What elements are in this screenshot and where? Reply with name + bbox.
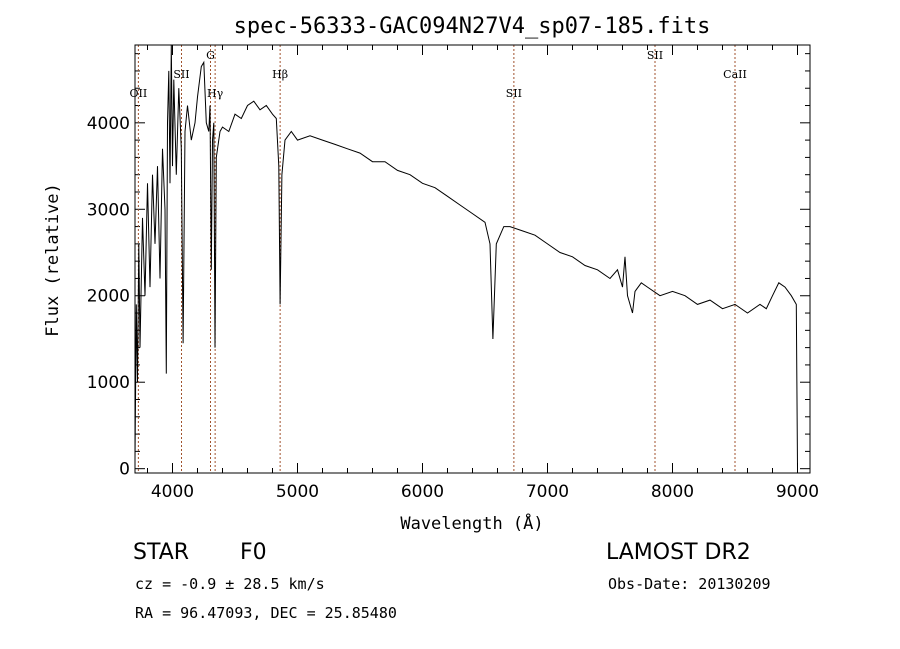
y-tick-label: 2000 xyxy=(87,287,130,307)
line-marker-label: OII xyxy=(130,87,148,100)
y-tick-label: 0 xyxy=(119,460,130,480)
x-tick-label: 9000 xyxy=(776,482,819,502)
line-markers: OII SII G Hγ Hβ SII SII CaII xyxy=(130,45,747,473)
y-tick-label: 1000 xyxy=(87,373,130,393)
x-tick-label: 5000 xyxy=(276,482,319,502)
y-tick-label: 4000 xyxy=(87,114,130,134)
chart-title: spec-56333-GAC094N27V4_sp07-185.fits xyxy=(234,14,711,39)
line-marker-label: SII xyxy=(506,87,522,100)
line-marker-label: Hβ xyxy=(272,68,288,81)
line-marker-label: SII xyxy=(647,49,663,62)
spectral-subclass: F0 xyxy=(240,540,267,565)
object-class: STAR xyxy=(133,540,190,565)
survey-name: LAMOST DR2 xyxy=(606,540,751,565)
observation-date: Obs-Date: 20130209 xyxy=(608,575,771,593)
x-axis-label: Wavelength (Å) xyxy=(400,512,543,534)
redshift-velocity: cz = -0.9 ± 28.5 km/s xyxy=(135,575,325,593)
line-marker-label: SII xyxy=(173,68,189,81)
x-tick-label: 8000 xyxy=(651,482,694,502)
x-tick-label: 6000 xyxy=(401,482,444,502)
coordinates: RA = 96.47093, DEC = 25.85480 xyxy=(135,604,397,622)
y-axis-label: Flux (relative) xyxy=(43,183,63,337)
spectrum-line xyxy=(134,44,798,469)
line-marker-label: Hγ xyxy=(207,87,224,100)
axis-ticks: 4000 5000 6000 7000 8000 9000 0 1000 2000 3000 400… xyxy=(87,45,819,502)
plot-frame xyxy=(134,44,811,474)
line-marker-label: CaII xyxy=(723,68,747,81)
line-marker-label: G xyxy=(206,49,215,62)
x-tick-label: 7000 xyxy=(526,482,569,502)
y-tick-label: 3000 xyxy=(87,200,130,220)
x-tick-label: 4000 xyxy=(151,482,194,502)
